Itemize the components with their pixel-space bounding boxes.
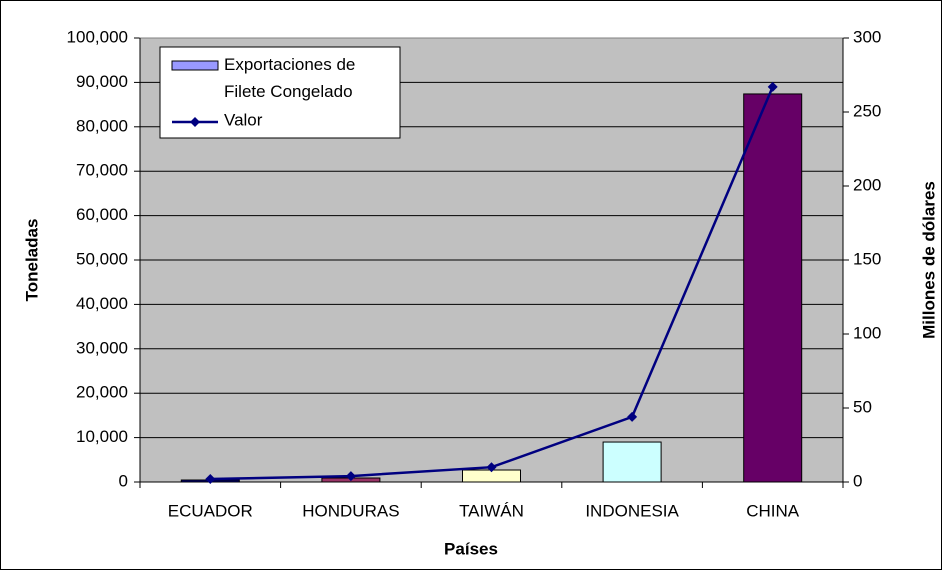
- y-tick-label: 40,000: [76, 294, 128, 313]
- y2-tick-label: 300: [853, 27, 881, 46]
- legend-label: Valor: [224, 110, 263, 129]
- x-axis-title: Países: [444, 539, 498, 558]
- legend-swatch: [190, 117, 200, 127]
- bar: [743, 93, 803, 483]
- line-marker: [486, 462, 497, 473]
- y-tick-label: 80,000: [76, 116, 128, 135]
- y2-tick-label: 50: [853, 397, 872, 416]
- y2-tick-label: 200: [853, 175, 881, 194]
- line-marker: [767, 81, 778, 92]
- y-tick-label: 60,000: [76, 205, 128, 224]
- x-tick-label: ECUADOR: [168, 501, 253, 520]
- y2-tick-label: 0: [853, 471, 862, 490]
- legend-label: Exportaciones de Filete Congelado: [224, 55, 355, 101]
- y-tick-label: 100,000: [67, 27, 128, 46]
- y2-tick-label: 150: [853, 249, 881, 268]
- legend-swatch: [171, 60, 219, 71]
- line-marker: [345, 471, 356, 482]
- y-tick-label: 10,000: [76, 427, 128, 446]
- y2-tick-label: 250: [853, 101, 881, 120]
- y-tick-label: 0: [119, 471, 128, 490]
- line-marker: [627, 411, 638, 422]
- line-marker: [205, 474, 216, 485]
- y-axis-title: Toneladas: [22, 219, 41, 302]
- y-tick-label: 30,000: [76, 338, 128, 357]
- x-tick-label: TAIWÁN: [459, 501, 524, 520]
- bar: [602, 441, 662, 483]
- x-tick-label: INDONESIA: [585, 501, 679, 520]
- y2-axis-title: Millones de dólares: [919, 181, 938, 339]
- y-tick-label: 70,000: [76, 161, 128, 180]
- y-tick-label: 20,000: [76, 383, 128, 402]
- y2-tick-label: 100: [853, 323, 881, 342]
- x-tick-label: CHINA: [746, 501, 800, 520]
- y-tick-label: 50,000: [76, 249, 128, 268]
- x-tick-label: HONDURAS: [302, 501, 399, 520]
- y-tick-label: 90,000: [76, 72, 128, 91]
